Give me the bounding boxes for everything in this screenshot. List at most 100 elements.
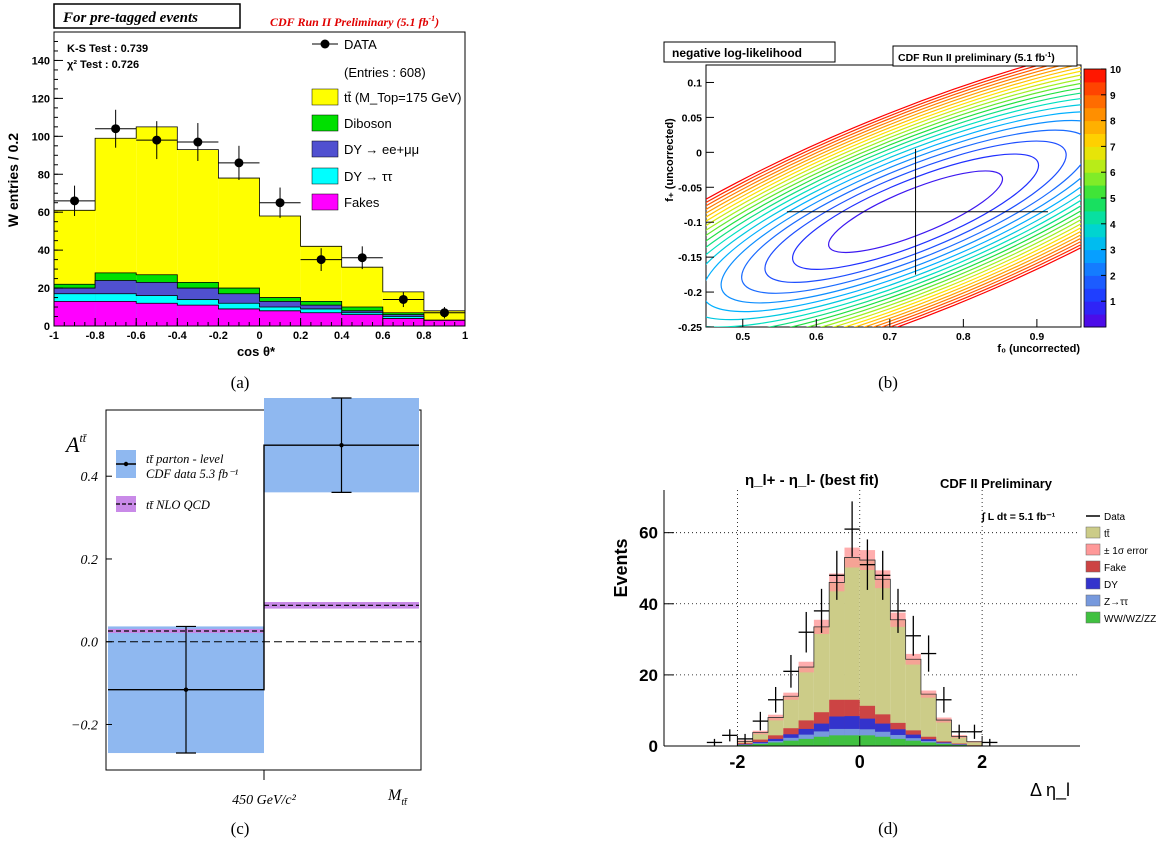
chart-a-data-point xyxy=(398,294,408,304)
chart-b-xtick-label: 0.7 xyxy=(883,331,898,343)
chart-b-colorbar-segment xyxy=(1084,69,1106,83)
chart-c-legend-label: tt̄ parton - level xyxy=(146,452,224,466)
chart-d-bar xyxy=(859,735,876,746)
chart-c-ytick-label: 0.2 xyxy=(81,553,99,568)
chart-d-ytick-label: 40 xyxy=(639,595,658,614)
chart-a-title: For pre-tagged events xyxy=(62,10,198,26)
chart-d-legend-label: tt̄ xyxy=(1104,528,1110,540)
panel-label-b: (b) xyxy=(878,373,898,392)
chart-d-ytick-label: 20 xyxy=(639,666,658,685)
chart-d-legend-label: Z→ττ xyxy=(1104,597,1128,608)
chart-d-bar xyxy=(844,735,860,746)
chart-a-ytick-label: 20 xyxy=(38,283,50,295)
chart-b-contour xyxy=(706,95,1081,327)
chart-b-colorbar-label: 8 xyxy=(1110,117,1116,128)
chart-d-bar xyxy=(936,743,952,746)
chart-a-bar xyxy=(341,314,383,326)
chart-d-xlabel: Δ η_l xyxy=(1030,780,1070,801)
chart-b-colorbar-segment xyxy=(1084,81,1106,96)
chart-b-colorbar-segment xyxy=(1084,185,1106,199)
chart-a-xtick-label: -0.2 xyxy=(209,330,228,342)
chart-a-bar xyxy=(95,301,137,326)
chart-b-contour xyxy=(706,75,1081,327)
chart-b-xlabel: f₀ (uncorrected) xyxy=(997,343,1080,355)
chart-b-contour xyxy=(741,129,1081,294)
chart-d-legend-swatch xyxy=(1085,543,1101,556)
chart-a-bar xyxy=(177,305,219,326)
chart-a-legend-data-marker xyxy=(320,39,330,49)
chart-c-ytick-label: −0.2 xyxy=(71,718,98,733)
chart-a-legend-swatch xyxy=(311,140,339,158)
chart-a-ytick-label: 120 xyxy=(32,93,50,105)
chart-a-ytick-label: 140 xyxy=(32,55,50,67)
chart-d-legend-swatch xyxy=(1085,594,1101,607)
chart-d-legend: Data tt̄ ± 1σ error Fake DY Z→ττ WW/WZ/ZZ xyxy=(1085,512,1156,625)
chart-a-ytick-label: 0 xyxy=(44,321,50,333)
chart-b-contour xyxy=(706,103,1081,321)
chart-c-plot-area: −0.2 0.0 0.2 0.4 xyxy=(71,397,421,780)
chart-b-colorbar-segment xyxy=(1084,94,1106,109)
chart-a-legend-label: Diboson xyxy=(344,116,392,131)
chart-b-title: negative log-likelihood xyxy=(672,46,802,60)
chart-b-contour xyxy=(706,65,1081,327)
chart-d-bar xyxy=(737,744,753,746)
chart-c-ytick-label: 0.4 xyxy=(81,470,99,485)
chart-a-stack-outline xyxy=(54,126,465,312)
chart-d-title: η_l+ - η_l- (best fit) xyxy=(745,472,879,489)
chart-b-ytick-label: -0.15 xyxy=(678,252,702,264)
chart-d-bar xyxy=(859,560,876,746)
chart-b-colorbar-segment xyxy=(1084,236,1106,251)
chart-b-ytick-label: 0 xyxy=(696,147,702,159)
chart-b-contour xyxy=(706,88,1081,327)
chart-a-axes: -1 -0.8 -0.6 -0.4 -0.2 0 0.2 0.4 0.6 0.8 1 0 20 40 60 8… xyxy=(32,40,468,342)
chart-c-legend-marker xyxy=(123,461,129,467)
chart-b-xtick-label: 0.9 xyxy=(1030,331,1045,343)
chart-d-bar xyxy=(875,736,891,746)
chart-b: negative log-likelihood CDF Run II preli… xyxy=(663,41,1122,355)
chart-d-ytick-label: 0 xyxy=(649,737,658,756)
chart-b-header-right: CDF Run II preliminary (5.1 fb-1) xyxy=(898,52,1055,64)
chart-b-axes: 0.5 0.6 0.7 0.8 0.9 -0.25 -0.2 -0.15 -0.1 -0.05 0 0… xyxy=(678,77,1044,343)
chart-a-legend-swatch xyxy=(311,167,339,185)
chart-b-colorbar-segment xyxy=(1084,262,1106,276)
chart-a-xtick-label: -0.4 xyxy=(168,330,188,342)
chart-b-colorbar-segment xyxy=(1084,288,1106,302)
chart-d-legend-label: Data xyxy=(1104,512,1126,523)
chart-d-bar xyxy=(951,736,967,746)
chart-c: −0.2 0.0 0.2 0.4 Att̄ 450 GeV/c² Mtt̄ tt̄ p… xyxy=(64,397,422,808)
chart-c-data-point xyxy=(183,687,189,692)
chart-a-data-point xyxy=(111,124,121,134)
chart-b-colorbar-segment xyxy=(1084,159,1106,173)
chart-b-colorbar-label: 4 xyxy=(1110,220,1116,231)
chart-b-colorbar-segment xyxy=(1084,275,1106,289)
chart-a-ytick-label: 100 xyxy=(32,131,50,143)
chart-b-colorbar-segment xyxy=(1084,198,1106,212)
chart-b-colorbar-label: 6 xyxy=(1110,168,1116,179)
chart-b-colorbar-label: 10 xyxy=(1110,65,1122,76)
chart-a-legend-label: Fakes xyxy=(344,195,380,210)
chart-d-bar xyxy=(905,659,921,746)
chart-b-colorbar-segment xyxy=(1084,107,1106,122)
chart-a-xtick-label: 1 xyxy=(462,330,468,342)
chart-b-colorbar-segment xyxy=(1084,172,1106,186)
chart-a-ylabel: W entries / 0.2 xyxy=(5,133,21,227)
chart-d-legend-swatch xyxy=(1085,560,1101,573)
chart-b-colorbar-segment xyxy=(1084,223,1106,238)
chart-c-legend-label: tt̄ NLO QCD xyxy=(146,498,210,512)
chart-a-bar xyxy=(218,308,260,326)
chart-d-plot-area xyxy=(664,490,1080,746)
chart-b-contour xyxy=(720,119,1081,304)
chart-d-ytick-label: 60 xyxy=(639,524,658,543)
chart-a-xlabel: cos θ* xyxy=(237,344,276,359)
chart-d-legend-swatch xyxy=(1085,611,1101,624)
chart-d-legend-label: ± 1σ error xyxy=(1104,546,1149,557)
chart-b-xtick-label: 0.5 xyxy=(735,331,750,343)
chart-c-xlabel: Mtt̄ xyxy=(387,787,408,808)
chart-b-title-box xyxy=(663,41,836,63)
chart-b-contour xyxy=(706,65,1081,327)
chart-b-contour xyxy=(828,170,1004,254)
panel-label-d: (d) xyxy=(878,819,898,838)
chart-d-bar xyxy=(798,738,814,746)
chart-c-nlo-band xyxy=(264,602,419,609)
